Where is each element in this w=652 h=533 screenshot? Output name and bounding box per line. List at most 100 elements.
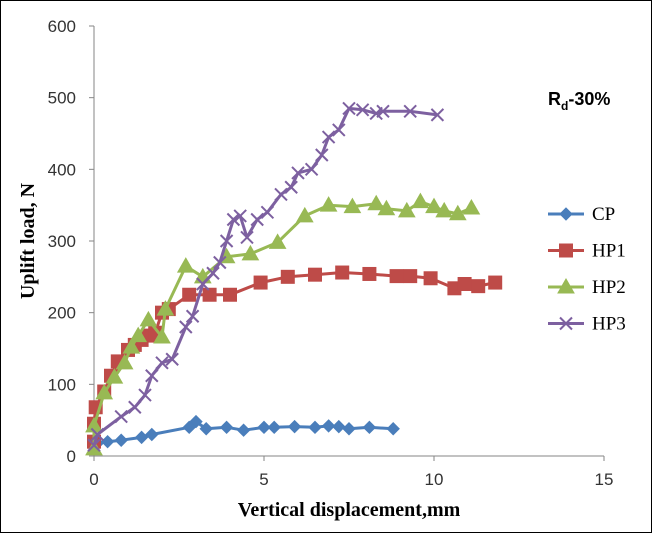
data-point-hp3 — [128, 400, 142, 414]
y-tick-label: 0 — [67, 447, 76, 466]
data-point-hp2 — [156, 300, 175, 316]
data-point-hp1 — [403, 269, 418, 284]
data-point-hp2 — [139, 310, 158, 327]
legend-item-hp1: HP1 — [548, 241, 626, 262]
data-point-hp3 — [355, 103, 370, 117]
data-point-hp3 — [376, 104, 390, 118]
data-point-cp — [134, 430, 149, 445]
data-point-hp1 — [223, 287, 237, 302]
data-point-cp — [145, 427, 159, 442]
data-point-hp2 — [153, 328, 171, 344]
series-hp3 — [87, 101, 445, 452]
data-point-hp2 — [397, 201, 416, 218]
data-point-hp3 — [321, 130, 336, 144]
data-point-hp1 — [457, 277, 472, 291]
x-tick-label: 0 — [89, 470, 98, 489]
y-tick-label: 400 — [48, 160, 76, 179]
data-point-cp — [321, 419, 336, 433]
data-point-cp — [386, 422, 400, 436]
data-point-hp1 — [182, 287, 197, 302]
y-tick-label: 100 — [48, 375, 76, 394]
y-tick-label: 300 — [48, 232, 76, 251]
data-point-hp3 — [260, 205, 275, 220]
data-point-hp1 — [308, 267, 322, 282]
data-point-hp1 — [280, 269, 295, 284]
data-point-hp2 — [425, 197, 443, 214]
data-point-cp — [257, 420, 271, 435]
series-layer — [85, 101, 503, 456]
data-point-hp1 — [335, 265, 350, 280]
data-point-cp — [114, 433, 128, 447]
data-point-hp3 — [90, 427, 105, 442]
data-point-cp — [219, 420, 234, 435]
x-axis-label: Vertical displacement,mm — [238, 499, 461, 521]
y-tick-label: 600 — [48, 17, 76, 36]
x-tick-label: 5 — [259, 470, 268, 489]
data-point-hp1 — [389, 269, 404, 284]
data-point-hp2 — [435, 201, 454, 218]
data-point-hp3 — [403, 104, 417, 118]
y-tick-label: 200 — [48, 304, 76, 323]
data-point-cp — [100, 434, 115, 449]
legend-marker-cp — [559, 207, 573, 221]
y-ticks: 0 100 200 300 400 500 600 — [48, 17, 94, 466]
x-tick-label: 10 — [425, 470, 444, 489]
series-hp2 — [85, 192, 481, 456]
data-point-hp3 — [87, 438, 101, 452]
data-point-hp3 — [233, 209, 247, 223]
legend-marker-hp2 — [557, 277, 575, 294]
data-point-cp — [267, 420, 281, 435]
data-point-hp3 — [274, 187, 288, 202]
data-point-hp3 — [138, 388, 152, 402]
legend-label-hp3: HP3 — [592, 314, 626, 335]
data-point-hp2 — [377, 199, 396, 216]
axes — [93, 26, 604, 457]
data-point-hp3 — [332, 123, 346, 137]
annotation-main: R — [548, 89, 561, 109]
data-point-hp2 — [411, 192, 430, 209]
data-point-hp1 — [423, 271, 438, 286]
data-point-hp3 — [145, 369, 159, 383]
data-point-hp1 — [253, 275, 268, 290]
data-point-hp3 — [342, 101, 356, 116]
series-cp — [87, 414, 400, 455]
data-point-hp2 — [448, 204, 467, 221]
legend-item-hp2: HP2 — [548, 277, 626, 298]
annotation-rest: -30% — [568, 89, 610, 109]
data-point-hp3 — [226, 212, 241, 227]
data-point-cp — [199, 422, 213, 436]
legend-item-hp3: HP3 — [548, 314, 626, 335]
data-point-cp — [287, 419, 302, 434]
data-point-hp3 — [250, 212, 264, 227]
data-point-hp1 — [202, 287, 217, 302]
data-point-hp3 — [304, 162, 319, 177]
data-point-hp3 — [291, 166, 305, 180]
data-point-hp3 — [114, 409, 128, 424]
data-point-hp2 — [129, 326, 148, 343]
data-point-hp3 — [430, 108, 445, 122]
data-point-hp3 — [196, 277, 210, 291]
data-point-hp3 — [284, 180, 298, 194]
data-point-cp — [189, 414, 203, 429]
data-point-hp1 — [471, 279, 486, 294]
legend-item-cp: CP — [548, 204, 615, 225]
data-point-hp2 — [295, 206, 314, 223]
data-point-hp2 — [367, 194, 386, 211]
data-point-hp3 — [165, 352, 179, 366]
data-point-hp2 — [319, 196, 338, 212]
legend: CP HP1 HP2 HP3 — [548, 204, 626, 335]
data-point-hp2 — [85, 439, 103, 456]
data-point-hp2 — [462, 199, 481, 215]
legend-marker-hp3 — [559, 316, 573, 331]
data-point-hp3 — [213, 255, 227, 270]
data-point-hp2 — [268, 233, 287, 249]
data-point-hp2 — [122, 338, 141, 354]
data-point-hp3 — [179, 320, 193, 334]
data-point-cp — [236, 423, 251, 437]
legend-label-hp1: HP1 — [592, 241, 626, 262]
data-point-hp3 — [206, 266, 220, 280]
legend-label-hp2: HP2 — [592, 277, 626, 298]
x-tick-label: 15 — [595, 470, 614, 489]
